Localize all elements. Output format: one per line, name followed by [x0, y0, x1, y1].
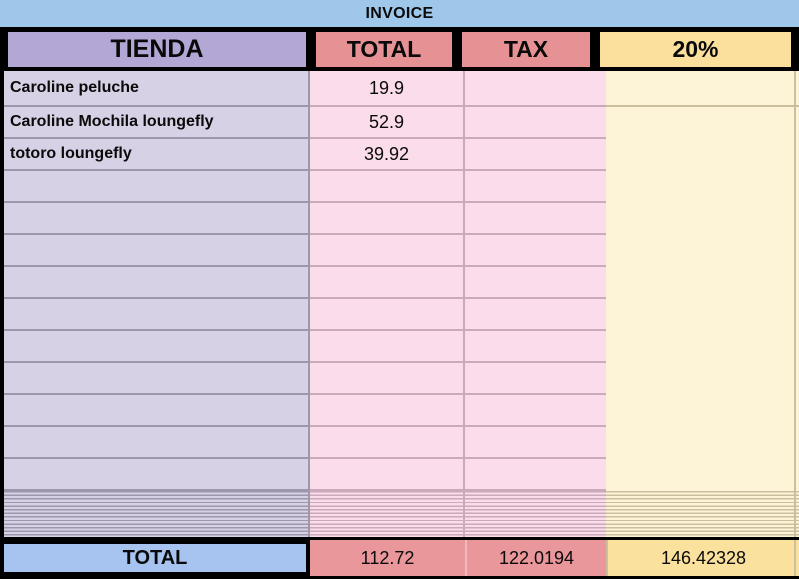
- cell-total[interactable]: [310, 363, 465, 395]
- cell-tax[interactable]: [465, 203, 606, 235]
- cell-total[interactable]: [310, 459, 465, 491]
- footer-tax-value[interactable]: 122.0194: [465, 540, 606, 576]
- table-row-empty: [4, 203, 606, 235]
- cell-tax[interactable]: [465, 395, 606, 427]
- cell-pct[interactable]: [606, 71, 799, 107]
- table-row: totoro loungefly 39.92: [4, 139, 606, 171]
- cell-tienda[interactable]: [4, 203, 310, 235]
- cell-total[interactable]: [310, 427, 465, 459]
- cell-tax[interactable]: [465, 299, 606, 331]
- column-header-tienda[interactable]: TIENDA: [8, 32, 306, 67]
- cell-tienda[interactable]: [4, 235, 310, 267]
- table-body: Caroline peluche 19.9 Caroline Mochila l…: [0, 71, 799, 491]
- table-row-empty: [4, 267, 606, 299]
- cell-tax[interactable]: [465, 267, 606, 299]
- table-row-empty: [4, 427, 606, 459]
- cell-tienda[interactable]: [4, 299, 310, 331]
- cell-total[interactable]: [310, 235, 465, 267]
- cell-total[interactable]: 19.9: [310, 71, 465, 107]
- cell-tienda[interactable]: [4, 363, 310, 395]
- footer-total-value[interactable]: 112.72: [310, 540, 465, 576]
- cell-total[interactable]: [310, 267, 465, 299]
- cell-tienda[interactable]: [4, 267, 310, 299]
- table-row-empty: [4, 299, 606, 331]
- cell-total[interactable]: [310, 203, 465, 235]
- table-row: Caroline Mochila loungefly 52.9: [4, 107, 606, 139]
- cell-total[interactable]: [310, 331, 465, 363]
- column-header-total[interactable]: TOTAL: [316, 32, 452, 67]
- cell-tienda[interactable]: Caroline Mochila loungefly: [4, 107, 310, 139]
- footer-total-row: TOTAL 112.72 122.0194 146.42328: [0, 537, 799, 579]
- cell-tienda[interactable]: Caroline peluche: [4, 71, 310, 107]
- footer-total-label[interactable]: TOTAL: [0, 540, 310, 576]
- cell-total[interactable]: [310, 171, 465, 203]
- hidden-rows-band: [0, 491, 799, 537]
- cell-tienda[interactable]: totoro loungefly: [4, 139, 310, 171]
- cell-tax[interactable]: [465, 331, 606, 363]
- page-title: INVOICE: [365, 4, 434, 22]
- cell-tax[interactable]: [465, 427, 606, 459]
- table-header-row: TIENDA TOTAL TAX 20%: [0, 27, 799, 71]
- table-row-empty: [4, 395, 606, 427]
- hidden-rows-total: [310, 491, 465, 537]
- hidden-rows-pct: [606, 491, 799, 537]
- hidden-rows-tax: [465, 491, 606, 537]
- cell-tax[interactable]: [465, 139, 606, 171]
- cell-tax[interactable]: [465, 171, 606, 203]
- cell-tienda[interactable]: [4, 459, 310, 491]
- table-row: Caroline peluche 19.9: [4, 71, 606, 107]
- cell-tax[interactable]: [465, 363, 606, 395]
- footer-pct-value[interactable]: 146.42328: [606, 540, 799, 576]
- cell-tax[interactable]: [465, 71, 606, 107]
- cell-tienda[interactable]: [4, 171, 310, 203]
- column-header-tax[interactable]: TAX: [462, 32, 590, 67]
- cell-total[interactable]: 39.92: [310, 139, 465, 171]
- cell-pct-merged[interactable]: [606, 107, 799, 491]
- column-header-pct[interactable]: 20%: [600, 32, 791, 67]
- cell-total[interactable]: 52.9: [310, 107, 465, 139]
- cell-total[interactable]: [310, 299, 465, 331]
- cell-tienda[interactable]: [4, 427, 310, 459]
- table-row-empty: [4, 459, 606, 491]
- hidden-rows-tienda: [4, 491, 310, 537]
- cell-total[interactable]: [310, 395, 465, 427]
- table-row-empty: [4, 331, 606, 363]
- cell-tax[interactable]: [465, 459, 606, 491]
- table-left-columns: Caroline peluche 19.9 Caroline Mochila l…: [4, 71, 606, 491]
- table-row-empty: [4, 171, 606, 203]
- cell-tax[interactable]: [465, 107, 606, 139]
- pct-column: [606, 71, 799, 491]
- title-bar: INVOICE: [0, 0, 799, 27]
- cell-tienda[interactable]: [4, 395, 310, 427]
- cell-tax[interactable]: [465, 235, 606, 267]
- cell-tienda[interactable]: [4, 331, 310, 363]
- table-row-empty: [4, 235, 606, 267]
- table-row-empty: [4, 363, 606, 395]
